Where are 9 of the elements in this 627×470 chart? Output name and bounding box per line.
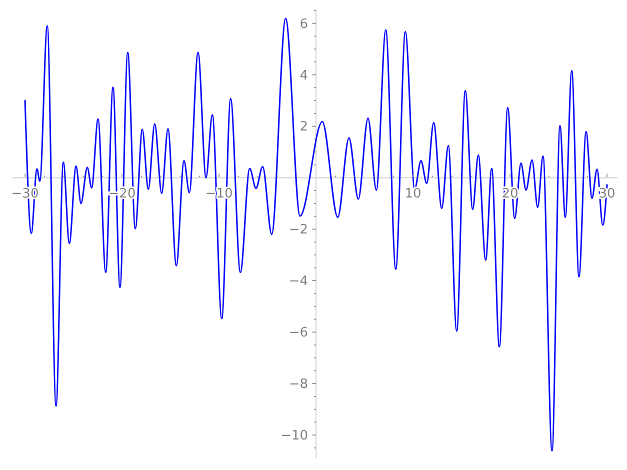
y-tick-label: 4 — [300, 68, 308, 84]
y-tick-label: −10 — [280, 428, 308, 444]
y-tick-label: −2 — [288, 222, 308, 238]
y-tick-label: 2 — [300, 120, 308, 135]
y-tick-label: 6 — [300, 16, 308, 32]
y-tick-label: −6 — [288, 326, 308, 341]
x-tick-label: 10 — [404, 186, 422, 202]
y-tick-label: −8 — [288, 377, 308, 392]
y-tick-label: −4 — [288, 274, 308, 290]
